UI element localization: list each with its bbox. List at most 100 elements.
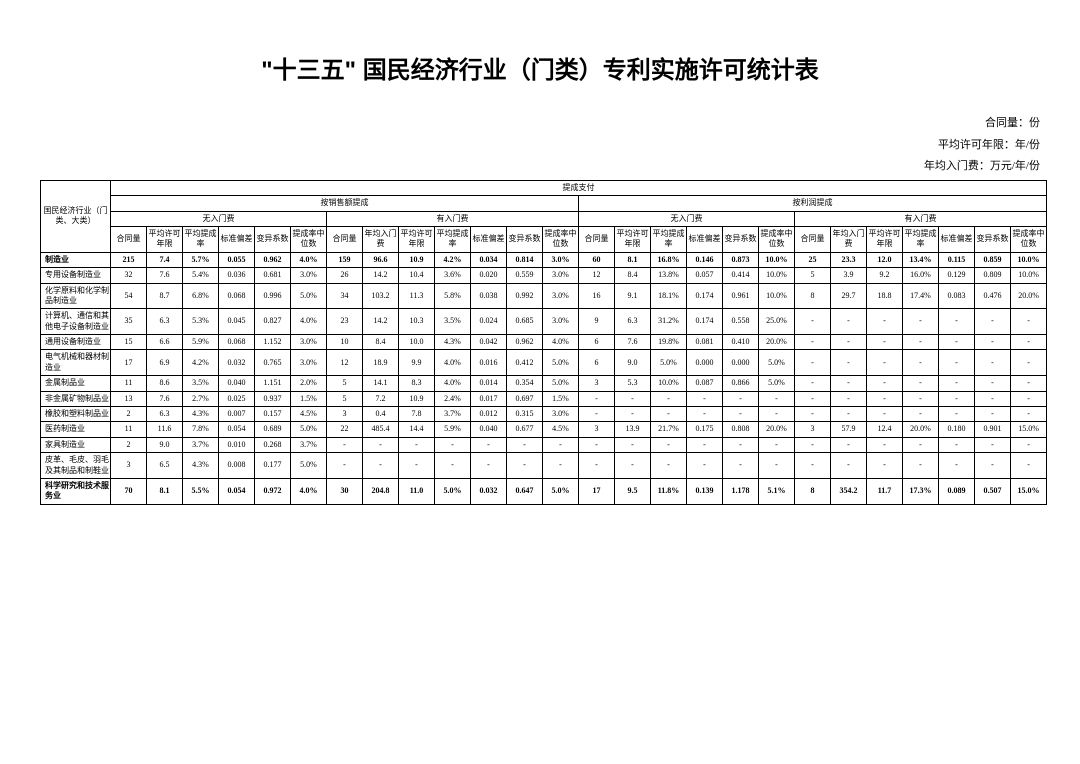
cell: 0.040 — [471, 422, 507, 437]
cell: 204.8 — [363, 478, 399, 504]
cell: 14.4 — [399, 422, 435, 437]
th-profit: 按利润提成 — [579, 196, 1047, 211]
cell: 5.1% — [759, 478, 795, 504]
cell: 0.827 — [255, 309, 291, 335]
cell: - — [975, 309, 1011, 335]
cell: 3.0% — [291, 335, 327, 350]
cell: 0.032 — [471, 478, 507, 504]
table-row: 电气机械和器材制造业176.94.2%0.0320.7653.0%1218.99… — [41, 350, 1047, 376]
cell: 16 — [579, 283, 615, 309]
cell: - — [1011, 376, 1047, 391]
cell: 11.8% — [651, 478, 687, 504]
cell: 7.8% — [183, 422, 219, 437]
cell: 7.6 — [147, 268, 183, 283]
cell: 25.0% — [759, 309, 795, 335]
cell: 5.3 — [615, 376, 651, 391]
th-leaf: 年均入门费 — [363, 226, 399, 252]
cell: 25 — [795, 252, 831, 267]
cell: 16.0% — [903, 268, 939, 283]
cell: 10.0% — [759, 252, 795, 267]
cell: 10.0% — [1011, 268, 1047, 283]
cell: - — [1011, 335, 1047, 350]
cell: 11 — [111, 376, 147, 391]
cell: - — [795, 335, 831, 350]
cell: 3.0% — [543, 309, 579, 335]
th-leaf: 提成率中位数 — [1011, 226, 1047, 252]
cell: 7.6 — [615, 335, 651, 350]
cell: 0.315 — [507, 407, 543, 422]
cell: 31.2% — [651, 309, 687, 335]
cell: 2 — [111, 407, 147, 422]
cell: 12 — [327, 350, 363, 376]
cell: - — [939, 453, 975, 479]
cell: - — [579, 437, 615, 452]
cell: 0.055 — [219, 252, 255, 267]
row-name: 医药制造业 — [41, 422, 111, 437]
cell: 0.268 — [255, 437, 291, 452]
cell: 14.1 — [363, 376, 399, 391]
th-top: 提成支付 — [111, 180, 1047, 195]
cell: 5.0% — [291, 453, 327, 479]
cell: 4.0% — [435, 376, 471, 391]
cell: - — [831, 376, 867, 391]
cell: 8 — [795, 478, 831, 504]
cell: 3.0% — [291, 268, 327, 283]
cell: 5.0% — [543, 376, 579, 391]
cell: - — [867, 335, 903, 350]
cell: - — [651, 407, 687, 422]
cell: 1.5% — [291, 391, 327, 406]
cell: 5.9% — [183, 335, 219, 350]
cell: 11.6 — [147, 422, 183, 437]
cell: 159 — [327, 252, 363, 267]
cell: 22 — [327, 422, 363, 437]
cell: - — [867, 437, 903, 452]
cell: 2 — [111, 437, 147, 452]
cell: - — [1011, 391, 1047, 406]
cell: 3 — [111, 453, 147, 479]
cell: 0.012 — [471, 407, 507, 422]
th-no-fee: 无入门费 — [111, 211, 327, 226]
meta-line-3: 年均入门费：万元/年/份 — [40, 158, 1040, 176]
cell: 0.410 — [723, 335, 759, 350]
cell: 8.4 — [615, 268, 651, 283]
cell: - — [975, 453, 1011, 479]
cell: - — [687, 437, 723, 452]
cell: 0.685 — [507, 309, 543, 335]
cell: 10.0 — [399, 335, 435, 350]
cell: - — [543, 453, 579, 479]
cell: - — [867, 407, 903, 422]
cell: 5.9% — [435, 422, 471, 437]
cell: 0.081 — [687, 335, 723, 350]
table-row: 家具制造业29.03.7%0.0100.2683.7%-------------… — [41, 437, 1047, 452]
th-leaf: 平均许可年限 — [615, 226, 651, 252]
page-title: "十三五" 国民经济行业（门类）专利实施许可统计表 — [40, 50, 1040, 85]
cell: - — [939, 407, 975, 422]
th-leaf: 平均许可年限 — [147, 226, 183, 252]
row-name: 家具制造业 — [41, 437, 111, 452]
cell: 96.6 — [363, 252, 399, 267]
cell: - — [507, 453, 543, 479]
cell: 10.0% — [651, 376, 687, 391]
cell: 30 — [327, 478, 363, 504]
th-leaf: 平均许可年限 — [867, 226, 903, 252]
cell: - — [723, 437, 759, 452]
cell: 7.8 — [399, 407, 435, 422]
cell: - — [903, 437, 939, 452]
cell: 0.157 — [255, 407, 291, 422]
cell: - — [435, 453, 471, 479]
cell: - — [687, 453, 723, 479]
cell: 4.5% — [291, 407, 327, 422]
cell: 14.2 — [363, 268, 399, 283]
cell: 5.0% — [543, 350, 579, 376]
cell: - — [867, 309, 903, 335]
cell: 0.045 — [219, 309, 255, 335]
cell: 3.0% — [543, 407, 579, 422]
cell: - — [363, 453, 399, 479]
cell: - — [759, 453, 795, 479]
cell: 20.0% — [1011, 283, 1047, 309]
cell: 0.014 — [471, 376, 507, 391]
cell: 0.937 — [255, 391, 291, 406]
table-row: 金属制品业118.63.5%0.0401.1512.0%514.18.34.0%… — [41, 376, 1047, 391]
cell: 0.4 — [363, 407, 399, 422]
th-sales: 按销售额提成 — [111, 196, 579, 211]
